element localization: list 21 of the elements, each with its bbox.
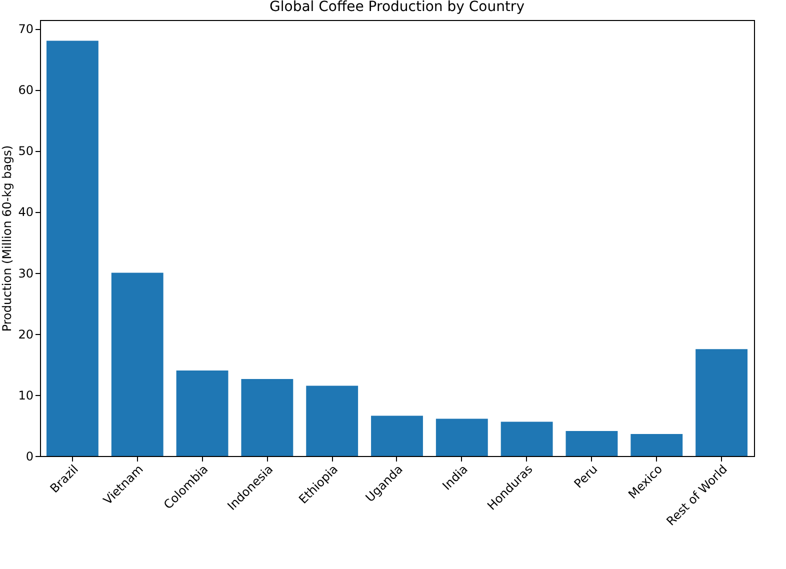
bar bbox=[436, 418, 488, 456]
chart-title: Global Coffee Production by Country bbox=[270, 0, 524, 15]
bar bbox=[111, 272, 164, 456]
y-tick-label: 0 bbox=[26, 450, 34, 464]
bar bbox=[241, 379, 294, 456]
y-tick-label: 10 bbox=[18, 388, 34, 402]
y-tick-label: 60 bbox=[18, 83, 34, 98]
bar bbox=[371, 416, 423, 456]
y-tick-label: 70 bbox=[18, 22, 34, 36]
bar bbox=[306, 386, 358, 456]
bar bbox=[176, 370, 228, 456]
bar bbox=[566, 430, 618, 456]
bar bbox=[500, 422, 553, 456]
y-tick-label: 30 bbox=[18, 266, 34, 280]
bar bbox=[630, 434, 683, 456]
y-axis-title: Production (Million 60-kg bags) bbox=[0, 145, 14, 332]
bar bbox=[46, 40, 98, 456]
y-tick-label: 50 bbox=[18, 144, 34, 158]
y-tick-label: 40 bbox=[18, 205, 34, 220]
bar bbox=[696, 349, 748, 456]
y-tick-label: 20 bbox=[18, 327, 34, 342]
